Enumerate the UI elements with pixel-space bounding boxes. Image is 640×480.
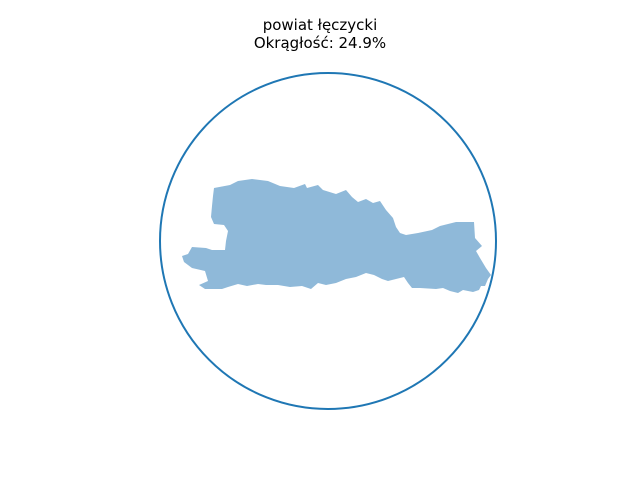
region-shape — [182, 179, 491, 293]
figure-subtitle: Okrągłość: 24.9% — [253, 34, 387, 52]
enclosing-circle — [159, 72, 497, 410]
figure-title-block: powiat łęczycki Okrągłość: 24.9% — [0, 16, 640, 52]
figure-title: powiat łęczycki — [262, 16, 378, 34]
